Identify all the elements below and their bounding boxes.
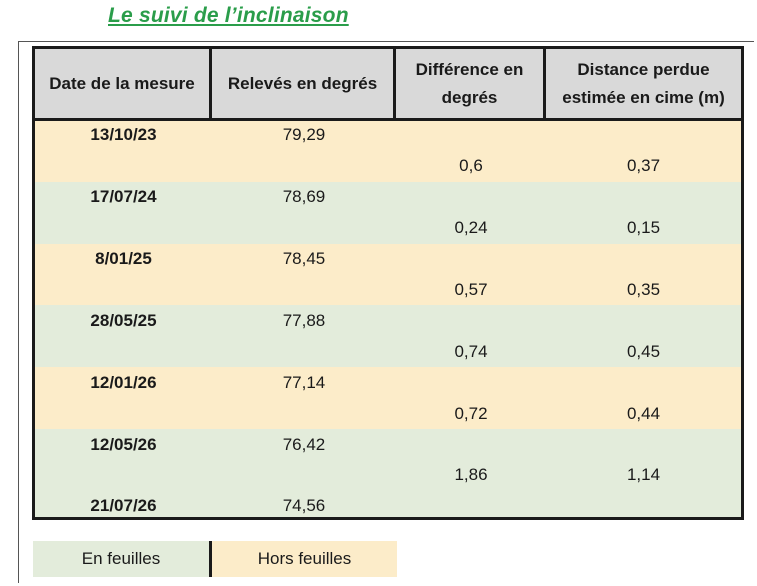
legend-en-feuilles: En feuilles	[33, 541, 209, 577]
row-distance: 0,37	[626, 156, 661, 175]
row-releve: 78,69	[282, 187, 326, 206]
row-date: 8/01/25	[95, 249, 152, 268]
row-releve: 77,88	[282, 311, 326, 330]
row-date: 13/10/23	[90, 125, 157, 144]
row-releve: 79,29	[282, 125, 326, 144]
row-date: 17/07/24	[90, 187, 157, 206]
row-distance: 0,44	[626, 404, 661, 423]
header-distance-label: Distance perdue estimée en cime (m)	[562, 56, 725, 112]
legend-en-feuilles-label: En feuilles	[81, 549, 161, 568]
row-distance: 0,45	[626, 342, 661, 361]
row-difference: 0,57	[454, 280, 488, 299]
row-difference: 0,24	[454, 218, 488, 237]
band-8-01-25	[35, 244, 741, 305]
row-date: 12/01/26	[90, 373, 157, 392]
header-releves-label: Relevés en degrés	[227, 73, 378, 93]
row-releve: 77,14	[282, 373, 326, 392]
header-difference: Différence en degrés	[396, 49, 546, 118]
band-28-05-25	[35, 305, 741, 367]
row-date: 12/05/26	[90, 435, 157, 454]
header-releves: Relevés en degrés	[212, 49, 396, 118]
page-title: Le suivi de l’inclinaison	[108, 4, 349, 27]
table-header: Date de la mesure Relevés en degrés Diff…	[35, 49, 741, 121]
content-frame	[18, 41, 754, 583]
row-distance: 1,14	[626, 465, 661, 484]
row-date: 21/07/26	[90, 496, 157, 515]
header-difference-label: Différence en degrés	[416, 56, 524, 112]
legend-hors-feuilles-label: Hors feuilles	[257, 549, 352, 568]
legend-hors-feuilles: Hors feuilles	[212, 541, 397, 577]
header-distance: Distance perdue estimée en cime (m)	[546, 49, 741, 118]
row-distance: 0,35	[626, 280, 661, 299]
band-12-01-26	[35, 367, 741, 429]
inclination-table: Date de la mesure Relevés en degrés Diff…	[32, 46, 744, 520]
band-12-05-26	[35, 429, 741, 517]
row-distance: 0,15	[626, 218, 661, 237]
band-17-07-24	[35, 182, 741, 244]
header-distance-line-2: estimée en cime (m)	[562, 87, 725, 107]
row-releve: 74,56	[282, 496, 326, 515]
header-difference-line-1: Différence en	[415, 59, 524, 79]
row-releve: 78,45	[282, 249, 326, 268]
header-distance-line-1: Distance perdue	[577, 59, 710, 79]
header-date: Date de la mesure	[35, 49, 212, 118]
row-date: 28/05/25	[90, 311, 157, 330]
row-releve: 76,42	[282, 435, 326, 454]
row-difference: 0,74	[454, 342, 488, 361]
legend-divider	[209, 541, 212, 577]
row-difference: 0,72	[454, 404, 488, 423]
row-difference: 1,86	[454, 465, 488, 484]
band-13-10-23	[35, 121, 741, 182]
header-difference-line-2: degrés	[441, 87, 498, 107]
header-date-label: Date de la mesure	[49, 73, 195, 93]
row-difference: 0,6	[459, 156, 483, 175]
